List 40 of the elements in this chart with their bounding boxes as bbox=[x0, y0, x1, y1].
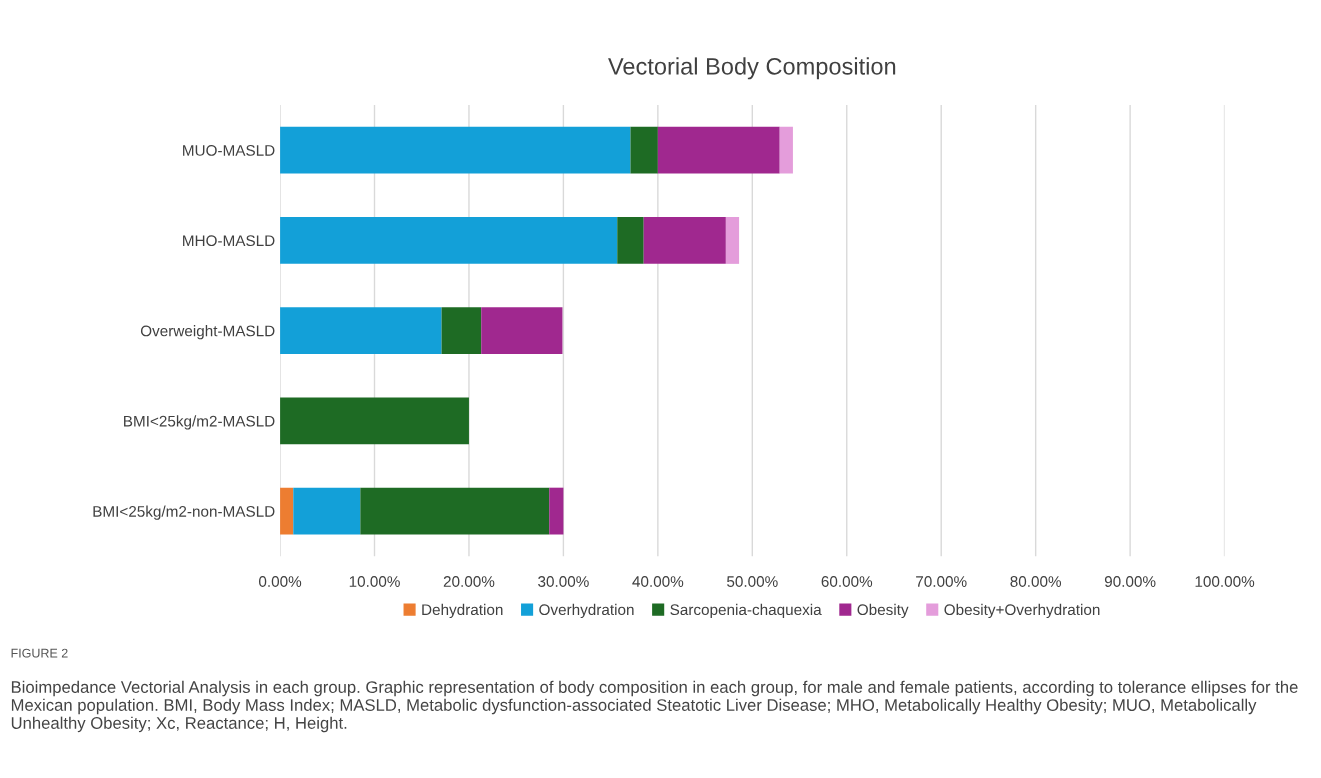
bar bbox=[657, 126, 780, 174]
x-tick-label: 80.00% bbox=[1010, 576, 1062, 587]
y-tick-label: BMI<25kg/m2-non-MASLD bbox=[93, 505, 275, 520]
legend-label: Obesity bbox=[857, 603, 909, 619]
x-tick-label: 40.00% bbox=[632, 576, 684, 587]
legend-label: Obesity+Overhydration bbox=[944, 603, 1100, 619]
bar bbox=[779, 126, 793, 174]
bar bbox=[549, 487, 564, 535]
y-tick-label: BMI<25kg/m2-MASLD bbox=[124, 415, 275, 430]
chart-title: Vectorial Body Composition bbox=[608, 57, 896, 80]
y-tick-label: MHO-MASLD bbox=[183, 235, 275, 247]
x-tick-label: 30.00% bbox=[538, 576, 589, 587]
bar bbox=[643, 216, 726, 264]
x-tick-label: 10.00% bbox=[349, 576, 400, 587]
legend-label: Dehydration bbox=[422, 603, 503, 619]
x-tick-label: 20.00% bbox=[443, 576, 495, 587]
x-tick-label: 70.00% bbox=[916, 576, 967, 587]
x-tick-label: 50.00% bbox=[727, 576, 778, 587]
text: Bioimpedance Vectorial Analysis in each group. Graphic representation of body composition in each group, for male and female patients, according to tolerance ellipses for the Mexican population. BMI, Body Mass Index; MASLD, Metabolic dysfunction-associated Steatotic Liver Disease; MHO, Metabolically Healthy Obesity; MUO, Metabolically Unhealthy Obesity; Xc, Reactance; H, Height. bbox=[11, 680, 1298, 733]
bar bbox=[481, 307, 563, 355]
bar bbox=[360, 487, 550, 535]
x-tick-label: 60.00% bbox=[821, 576, 873, 587]
bar bbox=[725, 216, 740, 264]
x-tick-label: 0.00% bbox=[258, 576, 302, 587]
legend-label: Overhydration bbox=[539, 603, 634, 619]
legend-label: Sarcopenia-chaquexia bbox=[670, 603, 822, 619]
bar bbox=[280, 397, 469, 445]
x-tick-label: 90.00% bbox=[1104, 576, 1156, 587]
caption: FIGURE 2 bbox=[11, 648, 68, 658]
bar bbox=[441, 307, 482, 355]
bar bbox=[280, 307, 442, 355]
bar bbox=[280, 216, 618, 264]
y-tick-label: Overweight-MASLD bbox=[140, 325, 275, 340]
y-tick-label: MUO-MASLD bbox=[183, 145, 275, 156]
bar bbox=[280, 487, 294, 535]
bar bbox=[617, 216, 644, 264]
bar bbox=[293, 487, 361, 535]
bar bbox=[280, 126, 631, 174]
bar bbox=[630, 126, 658, 174]
x-tick-label: 100.00% bbox=[1195, 576, 1255, 587]
